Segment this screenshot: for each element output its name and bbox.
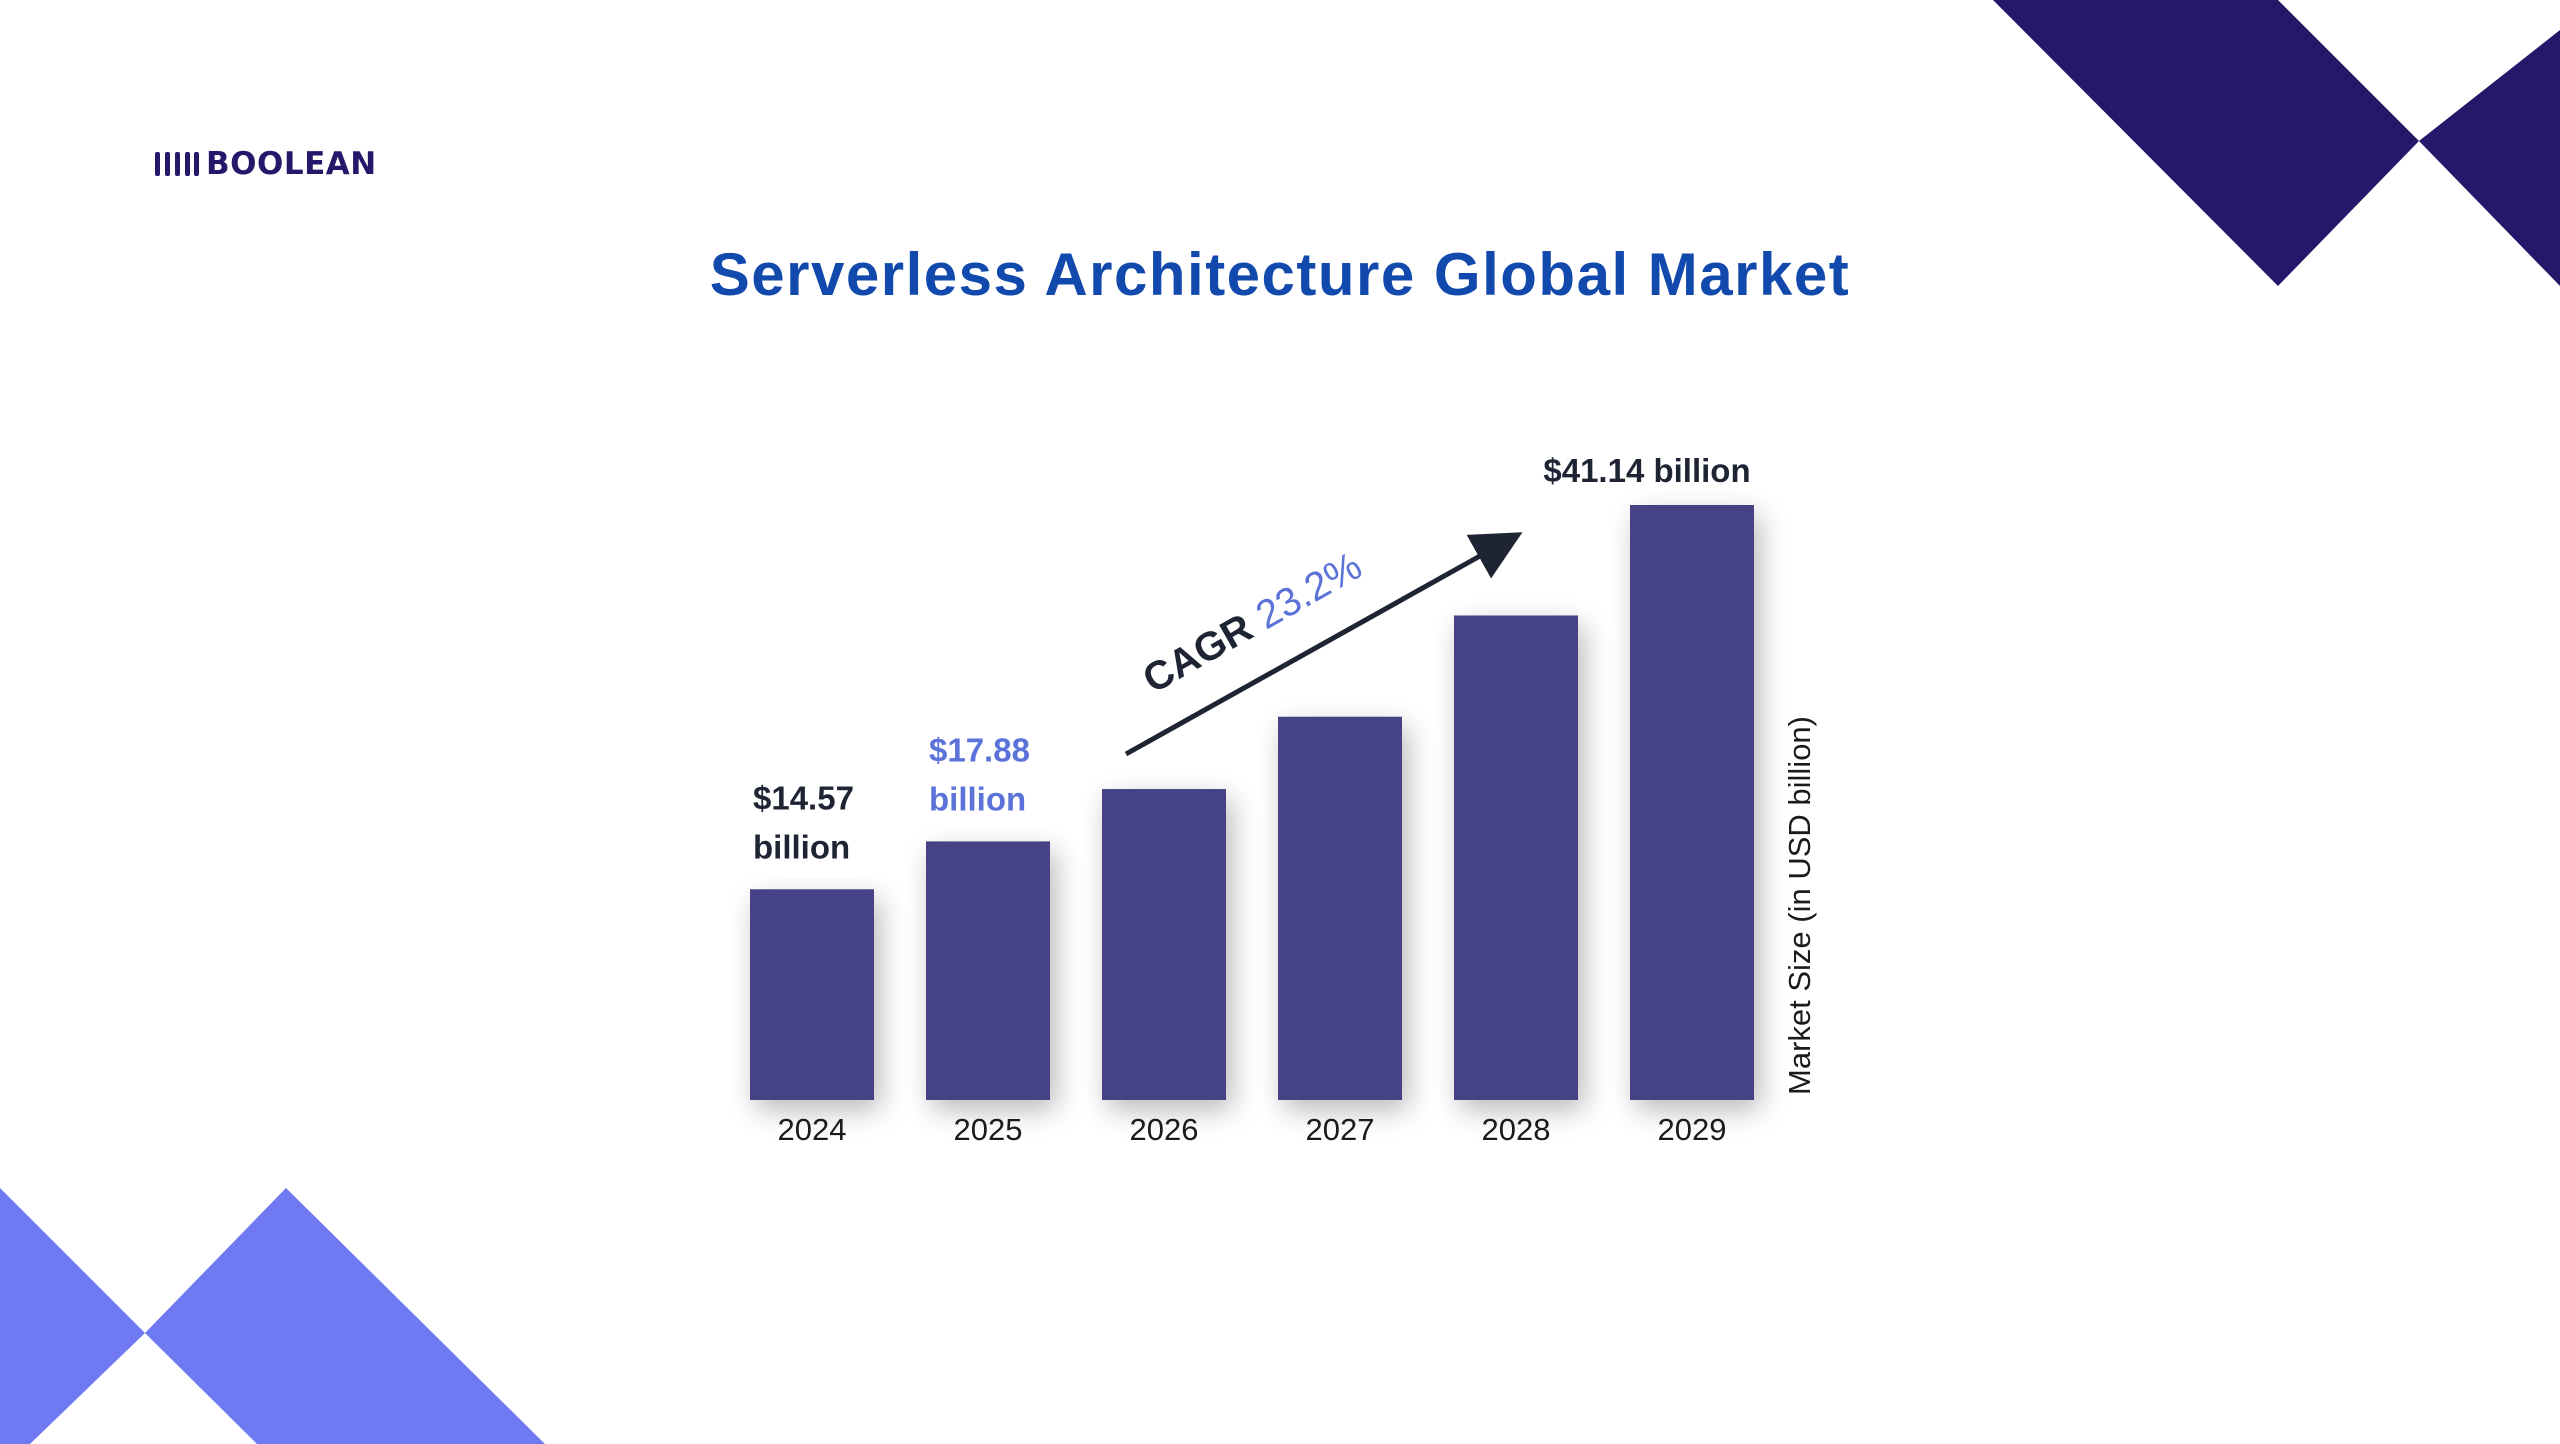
value-labels: $14.57 billion $17.88 billion $41.14 billion	[753, 452, 1751, 865]
cagr-arrow	[1124, 532, 1523, 757]
value-label-2024: $14.57 billion	[753, 779, 854, 865]
bar-2024	[750, 889, 874, 1100]
brand-logo: BOOLEAN	[154, 144, 377, 184]
x-tick-label-2025: 2025	[954, 1112, 1023, 1147]
bar-2026	[1102, 789, 1226, 1100]
deco-top-right-dark-shape-1	[1993, 0, 2419, 286]
x-tick-label-2024: 2024	[778, 1112, 847, 1147]
boolean-bars-icon	[155, 152, 199, 176]
deco-bottom-left-light-shape-1	[0, 1188, 145, 1444]
deco-bottom-left-light-shape-2	[145, 1188, 545, 1444]
page-title: Serverless Architecture Global Market	[709, 241, 1851, 308]
value-label-2025: $17.88 billion	[929, 731, 1030, 817]
bar-2028	[1454, 615, 1578, 1100]
y-axis-label: Market Size (in USD billion)	[1782, 716, 1817, 1095]
x-tick-label-2027: 2027	[1306, 1112, 1375, 1147]
brand-name: BOOLEAN	[206, 146, 377, 182]
deco-top-right-dark-shape-2	[2419, 30, 2560, 286]
x-tick-label-2029: 2029	[1658, 1112, 1727, 1147]
x-tick-label-2026: 2026	[1130, 1112, 1199, 1147]
cagr-label: CAGR23.2%	[1136, 544, 1369, 702]
bar-2027	[1278, 716, 1402, 1100]
bar-2029	[1630, 505, 1754, 1100]
cagr-value: 23.2%	[1249, 544, 1369, 638]
bars-group	[750, 505, 1754, 1100]
x-tick-labels: 2024 2025 2026 2027 2028 2029	[778, 1112, 1727, 1147]
x-tick-label-2028: 2028	[1482, 1112, 1551, 1147]
bar-2025	[926, 841, 1050, 1100]
value-label-2029: $41.14 billion	[1543, 452, 1750, 489]
